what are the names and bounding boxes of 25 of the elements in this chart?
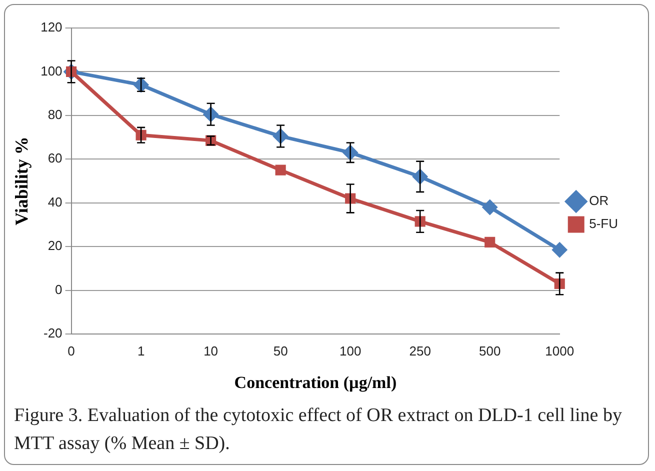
x-tick-label: 10 (204, 343, 218, 358)
caption: Figure 3. Evaluation of the cytotoxic effect of OR extract on DLD-1 cell line by MTT assay (% Mean ± SD). (14, 404, 623, 456)
x-tick-label: 1000 (545, 343, 574, 358)
legend-label: 5-FU (589, 216, 618, 232)
y-axis-title: Viability % (11, 136, 32, 226)
x-axis-title: Concentration (µg/ml) (234, 373, 397, 392)
y-tick-label: -20 (43, 326, 62, 341)
y-tick-label: 80 (48, 107, 62, 122)
point (482, 200, 498, 214)
x-tick-label: 250 (409, 343, 431, 358)
y-tick-label: 60 (48, 150, 62, 166)
y-tick-label: 0 (55, 282, 62, 297)
x-tick-label: 1 (137, 343, 145, 358)
y-tick-label: 20 (48, 238, 62, 254)
x-tick-label: 0 (68, 343, 75, 358)
point (484, 236, 496, 248)
legend-label: OR (589, 193, 609, 208)
point (275, 164, 286, 176)
y-tick-label: 100 (40, 63, 62, 78)
x-tick-label: 500 (479, 343, 501, 358)
point (552, 242, 567, 258)
y-tick-label: 120 (40, 20, 62, 35)
y-tick-label: 40 (48, 194, 62, 210)
x-tick-label: 50 (273, 343, 288, 358)
x-tick-label: 100 (339, 343, 362, 358)
